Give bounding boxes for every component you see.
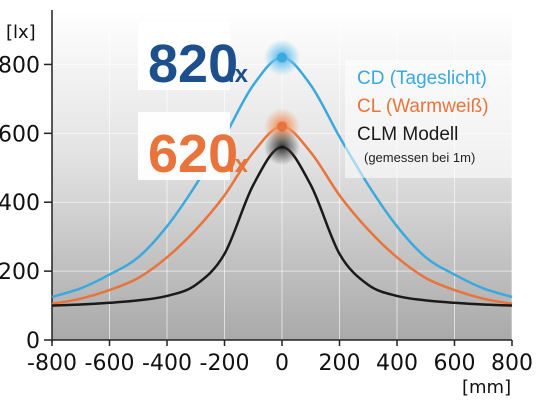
x-tick-label: 0: [275, 351, 289, 376]
x-tick-label: -600: [85, 351, 135, 376]
x-tick-label: -400: [142, 351, 192, 376]
y-tick-label: 200: [0, 260, 40, 285]
y-tick-label: 0: [26, 329, 40, 354]
x-tick-label: -200: [200, 351, 250, 376]
legend-cd-tageslicht: CD (Tageslicht): [357, 68, 487, 89]
legend: CD (Tageslicht) CL (Warmweiß) CLM Modell…: [345, 60, 515, 178]
annotation-620-unit: lx: [228, 151, 249, 178]
y-tick-label: 800: [0, 53, 40, 78]
annotation-820: 820 lx: [138, 22, 249, 94]
legend-clm-modell: CLM Modell: [357, 124, 458, 145]
x-tick-label: -800: [27, 351, 77, 376]
annotation-620-value: 620: [148, 124, 238, 184]
y-unit-label: [lx]: [6, 22, 36, 43]
peak-glow-2: [264, 129, 300, 166]
annotation-820-value: 820: [148, 34, 238, 94]
axes: 0 200 400 600 800 -800 -600 -400 -200 0 200 400 600 8…: [0, 10, 533, 376]
peak-glows: [264, 39, 300, 166]
x-tick-label: 800: [491, 351, 533, 376]
annotation-820-unit: lx: [228, 61, 249, 88]
legend-cl-warmweiss: CL (Warmweiß): [357, 96, 489, 117]
annotation-620: 620 lx: [138, 112, 249, 184]
x-tick-label: 200: [319, 351, 361, 376]
x-tick-label: 600: [434, 351, 476, 376]
legend-note: (gemessen bei 1m): [364, 150, 475, 165]
peak-point-1: [277, 121, 287, 132]
y-tick-label: 400: [0, 191, 40, 216]
x-tick-label: 400: [376, 351, 418, 376]
y-tick-label: 600: [0, 122, 40, 147]
x-unit-label: [mm]: [462, 377, 511, 398]
peak-point-0: [277, 52, 287, 63]
